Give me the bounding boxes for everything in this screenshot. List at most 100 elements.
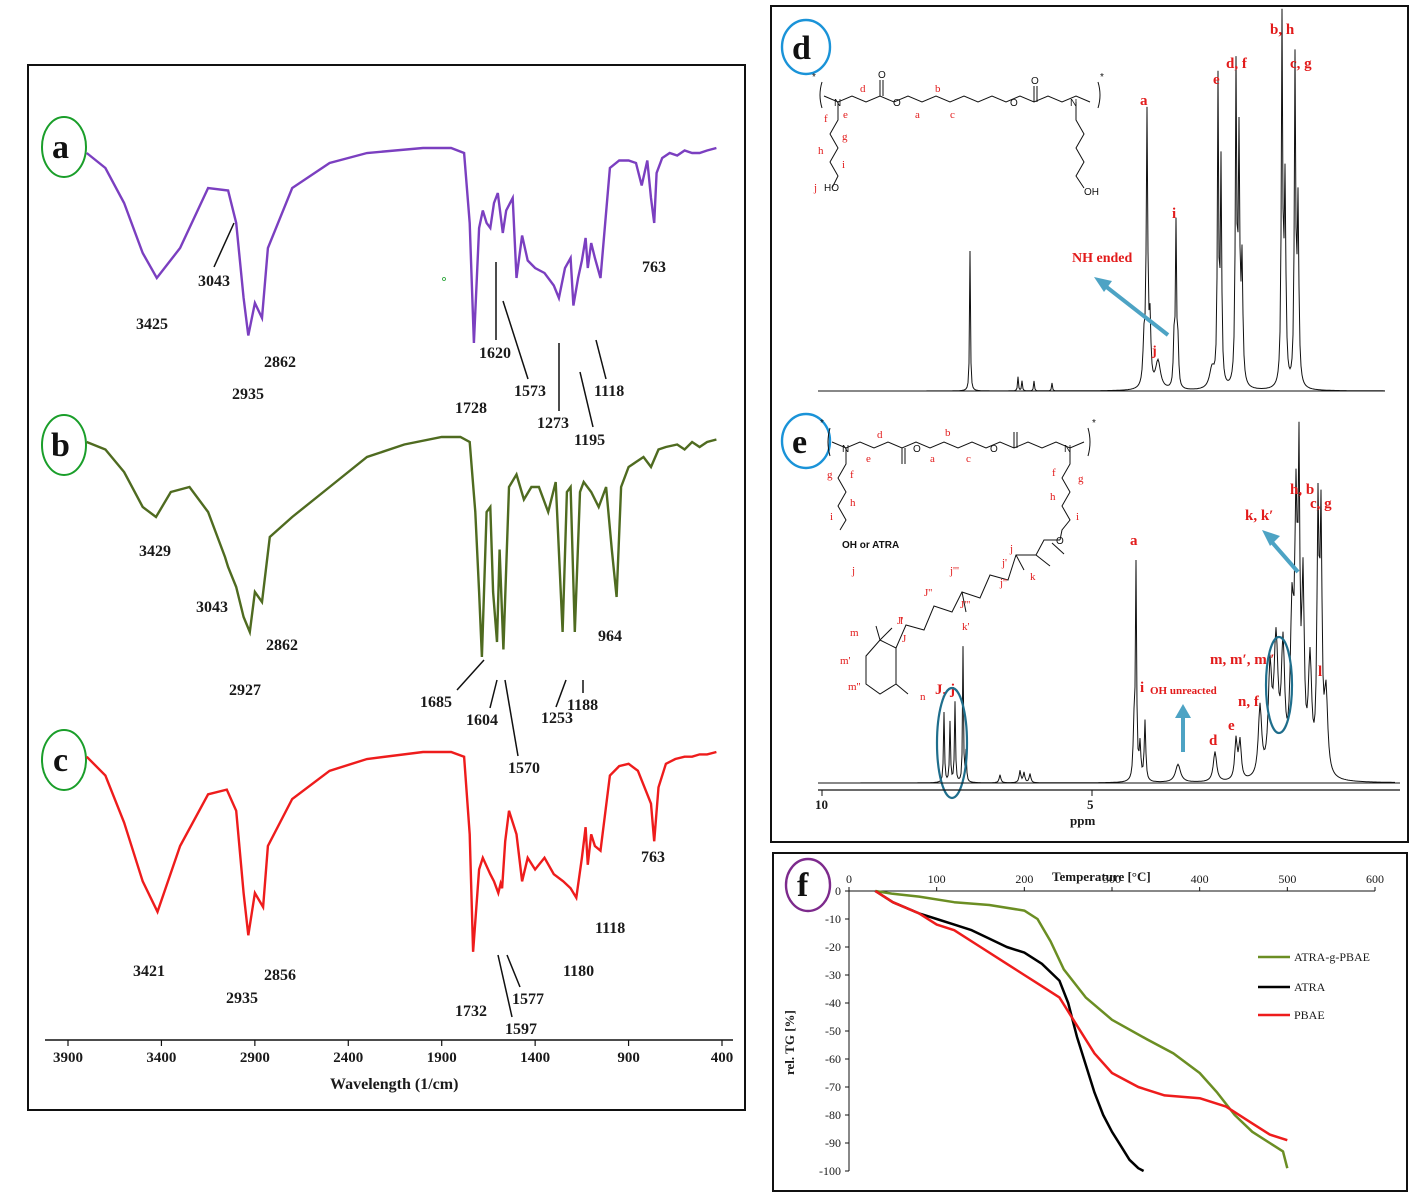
nmr-e-k-arrow-head — [1262, 530, 1280, 546]
mol-e-o1: O — [913, 444, 921, 455]
nmr-e-label-mm: m, m′, m″ — [1210, 652, 1275, 668]
spectrum-a-line — [85, 146, 717, 344]
nmr-d-label-bh: b, h — [1270, 22, 1295, 38]
tg-series-atra-g-pbae — [875, 889, 1289, 1169]
mol-e-label-b: b — [945, 427, 951, 439]
mol-d-label-e: e — [843, 109, 848, 121]
mol-e-label-Jp: J' — [897, 615, 903, 627]
mol-e-label-c: c — [966, 453, 971, 465]
nmr-d-label-e: e — [1213, 72, 1220, 88]
tg-axes: 0 100 200 300 400 500 600 0 -10 -20 -30 -40 -50 -60 -7… — [819, 872, 1384, 1178]
nmr-d-label-j: j — [1151, 344, 1157, 359]
nmr-d-label-i: i — [1172, 206, 1176, 222]
mol-e-star-2: * — [1092, 418, 1096, 429]
peak-b-2862: 2862 — [266, 637, 298, 654]
peak-b-1188: 1188 — [567, 697, 598, 714]
peak-c-1118: 1118 — [595, 920, 625, 937]
tg-lines — [874, 889, 1289, 1173]
leader-b-1604 — [489, 679, 498, 709]
mol-d-label-g: g — [842, 131, 848, 143]
legend-pbae: PBAE — [1294, 1008, 1325, 1022]
tg-xtick-label-500: 500 — [1278, 872, 1296, 886]
nmr-e-label-i: i — [1140, 680, 1144, 696]
mol-d-label-c: c — [950, 109, 955, 121]
tg-ytick-label-30: -30 — [825, 968, 841, 982]
tg-ytick-label-20: -20 — [825, 940, 841, 954]
peak-a-2935: 2935 — [232, 386, 264, 403]
mol-d-star-2: * — [1100, 72, 1104, 83]
mol-d-o4: O — [1031, 76, 1039, 87]
leader-b-1253 — [555, 679, 567, 708]
badge-f-label: f — [797, 867, 809, 904]
mol-e-label-f1: f — [850, 469, 854, 481]
nmr-e-label-a: a — [1130, 533, 1138, 549]
molecule-d-structure — [819, 80, 1101, 189]
peak-b-1570: 1570 — [508, 760, 540, 777]
nmr-d-arrow-shaft — [1102, 283, 1170, 337]
nmr-e-label-d: d — [1209, 733, 1218, 749]
tg-xtick-label-400: 400 — [1191, 872, 1209, 886]
mol-e-label-J: J — [902, 633, 907, 645]
peak-b-1604: 1604 — [466, 712, 498, 729]
mol-e-label-Jppp: J''' — [960, 599, 970, 611]
mol-e-n1: N — [842, 444, 849, 455]
peak-a-1118: 1118 — [594, 383, 624, 400]
mol-d-label-a: a — [915, 109, 920, 121]
nmr-e-axis: 10 5 ppm — [815, 782, 1400, 828]
badge-b: b — [41, 414, 87, 476]
tg-ytick-label-10: -10 — [825, 912, 841, 926]
mol-d-ho: HO — [824, 183, 839, 194]
peak-a-1573: 1573 — [514, 383, 546, 400]
mol-e-label-m: m — [850, 627, 859, 639]
tg-xtick-label-200: 200 — [1015, 872, 1033, 886]
mol-d-label-i: i — [842, 159, 845, 171]
ftir-tick-label-1900: 1900 — [427, 1050, 457, 1066]
tg-ytick-label-90: -90 — [825, 1136, 841, 1150]
peak-a-2862: 2862 — [264, 354, 296, 371]
mol-e-label-f2: f — [1052, 467, 1056, 479]
mol-e-label-g1: g — [827, 469, 833, 481]
mol-e-label-j1: j — [851, 565, 855, 577]
mol-d-o1: O — [893, 98, 901, 109]
badge-d-label: d — [792, 30, 811, 67]
nmr-e-label-oh: OH unreacted — [1150, 685, 1217, 697]
peak-a-3425: 3425 — [136, 316, 168, 333]
spectrum-b-line — [86, 435, 717, 658]
mol-d-o3: O — [878, 70, 886, 81]
molecule-e-text: * * N O O N O OH or ATRA d b e a c g f h… — [820, 418, 1096, 703]
tg-y-label: rel. TG [%] — [782, 1010, 797, 1075]
tg-xtick-label-0: 0 — [846, 872, 852, 886]
mol-e-label-g2: g — [1078, 473, 1084, 485]
nmr-e-spectrum — [818, 421, 1395, 784]
leader-b-1570 — [504, 679, 519, 757]
ftir-tick-group: 3900 3400 2900 2400 1900 1400 900 400 — [53, 1040, 733, 1066]
nmr-e-label-hb: h, b — [1290, 482, 1314, 498]
nmr-d-labels: a b, h c, g d, f e i j NH ended — [1072, 22, 1312, 359]
nmr-e-tick-label-5: 5 — [1087, 797, 1094, 812]
leader-a-1573 — [502, 300, 529, 380]
peak-b-1685: 1685 — [420, 694, 452, 711]
nmr-d-label-df: d, f — [1226, 56, 1248, 72]
mol-e-o3: O — [1056, 536, 1064, 547]
tg-xtick-label-300: 300 — [1103, 872, 1121, 886]
nmr-e-label-nf: n, f — [1238, 694, 1260, 710]
peak-c-1597: 1597 — [505, 1021, 537, 1038]
mol-e-label-h2: h — [1050, 491, 1056, 503]
ftir-tick-label-2400: 2400 — [333, 1050, 363, 1066]
ftir-tick-label-3900: 3900 — [53, 1050, 83, 1066]
ftir-tick-label-1400: 1400 — [520, 1050, 550, 1066]
ftir-tick-label-900: 900 — [617, 1050, 640, 1066]
badge-d: d — [780, 18, 832, 76]
badge-a: a — [41, 116, 87, 178]
nmr-e-k-arrow-shaft — [1268, 538, 1300, 574]
badge-c-label: c — [53, 742, 68, 779]
peak-b-3043: 3043 — [196, 599, 228, 616]
leader-a-1195 — [579, 371, 594, 428]
peak-a-1195: 1195 — [574, 432, 605, 449]
tg-ytick-label-70: -70 — [825, 1080, 841, 1094]
peak-c-2935: 2935 — [226, 990, 258, 1007]
tg-legend: ATRA-g-PBAE ATRA PBAE — [1258, 950, 1370, 1022]
mol-d-star-1: * — [812, 72, 816, 83]
nmr-e-labels: a i d e n, f m, m′, m″ k, k′ h, b c, g l… — [935, 482, 1332, 800]
